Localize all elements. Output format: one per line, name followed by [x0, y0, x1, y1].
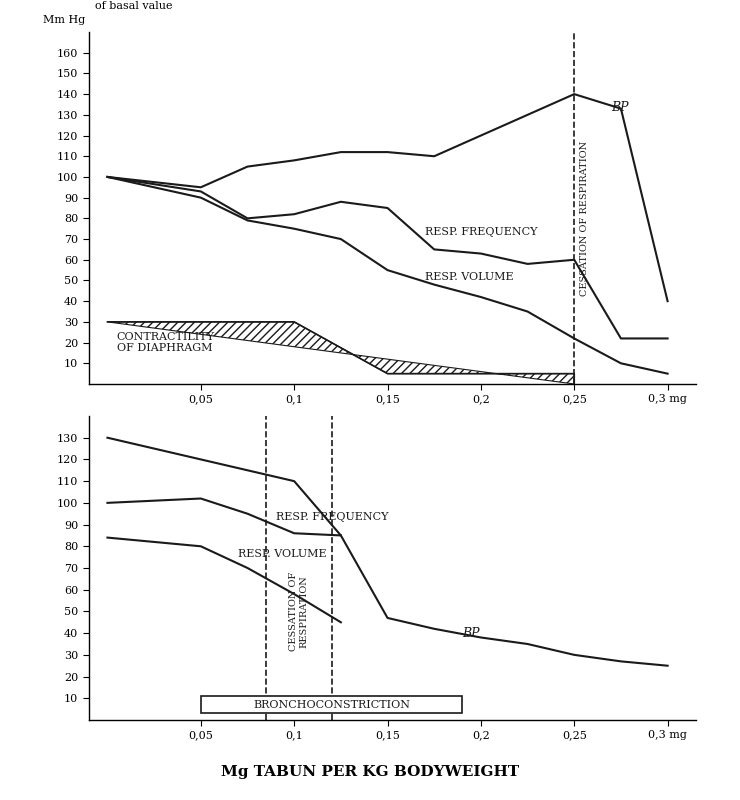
Text: Mm Hg: Mm Hg	[43, 15, 86, 25]
Text: BP: BP	[611, 101, 629, 114]
Text: RESP. FREQUENCY: RESP. FREQUENCY	[425, 227, 537, 237]
Text: Per cent
of basal value: Per cent of basal value	[95, 0, 172, 11]
Text: RESP. FREQUENCY: RESP. FREQUENCY	[275, 512, 388, 522]
Text: Mg TABUN PER KG BODYWEIGHT: Mg TABUN PER KG BODYWEIGHT	[221, 765, 519, 779]
Text: CONTRACTILITY
OF DIAPHRAGM: CONTRACTILITY OF DIAPHRAGM	[117, 332, 215, 354]
Text: BP: BP	[462, 627, 480, 641]
Bar	[201, 696, 462, 714]
Text: BRONCHOCONSTRICTION: BRONCHOCONSTRICTION	[253, 700, 410, 710]
Text: CESSATION OF
RESPIRATION: CESSATION OF RESPIRATION	[289, 572, 309, 651]
Text: CESSATION OF RESPIRATION: CESSATION OF RESPIRATION	[580, 141, 589, 296]
Text: RESP. VOLUME: RESP. VOLUME	[238, 549, 327, 559]
Text: RESP. VOLUME: RESP. VOLUME	[425, 273, 514, 282]
